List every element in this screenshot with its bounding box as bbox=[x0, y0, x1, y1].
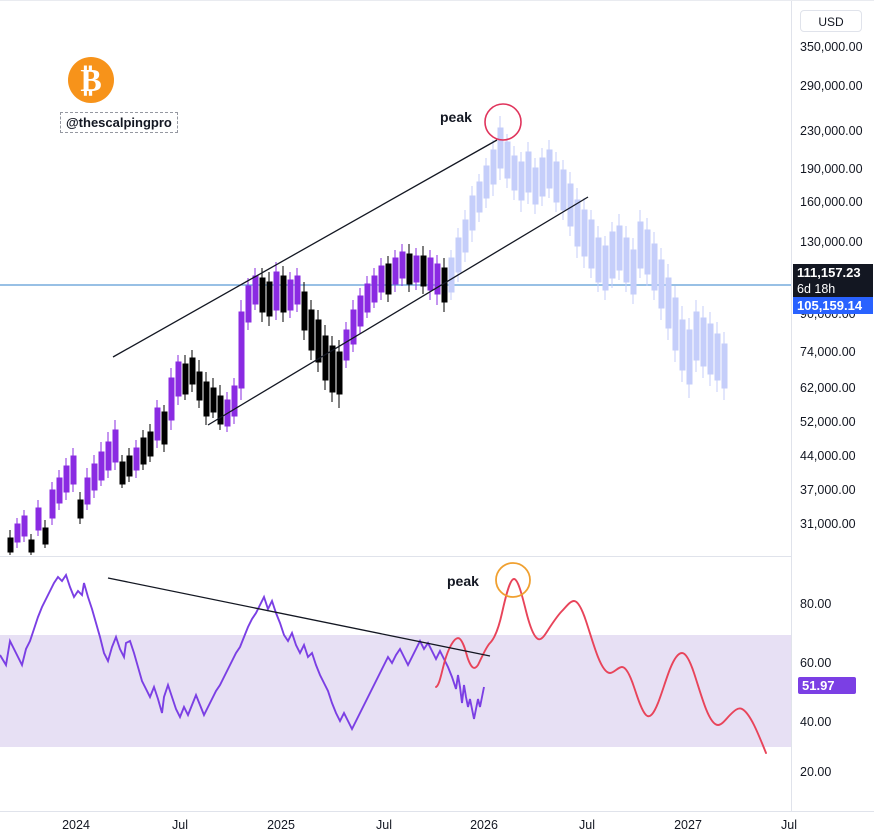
time-tick: 2027 bbox=[674, 818, 702, 832]
time-tick: Jul bbox=[172, 818, 188, 832]
bitcoin-symbol: ₿ bbox=[80, 62, 102, 98]
time-tick: Jul bbox=[781, 818, 797, 832]
time-tick: Jul bbox=[579, 818, 595, 832]
price-tick: 62,000.00 bbox=[800, 381, 856, 395]
currency-selector-button[interactable]: USD bbox=[800, 10, 862, 32]
rsi-band bbox=[0, 635, 792, 747]
rsi-tick: 20.00 bbox=[800, 765, 832, 779]
rsi-value-badge: 51.97 bbox=[798, 677, 856, 694]
time-tick: 2026 bbox=[470, 818, 498, 832]
last-price-badge: 111,157.23 bbox=[793, 264, 873, 281]
brand-watermark: ₿ @thescalpingpro bbox=[60, 57, 178, 133]
rsi-peak-circle-icon bbox=[495, 562, 531, 598]
time-tick: 2025 bbox=[267, 818, 295, 832]
price-tick: 44,000.00 bbox=[800, 449, 856, 463]
time-tick: 2024 bbox=[62, 818, 90, 832]
price-chart-svg bbox=[0, 103, 792, 555]
price-tick: 37,000.00 bbox=[800, 483, 856, 497]
price-tick: 31,000.00 bbox=[800, 517, 856, 531]
price-peak-label: peak bbox=[440, 109, 472, 125]
current-price-badge: 105,159.14 bbox=[793, 297, 873, 314]
rsi-chart-pane[interactable]: peak bbox=[0, 557, 792, 811]
price-tick: 160,000.00 bbox=[800, 195, 863, 209]
rsi-tick: 40.00 bbox=[800, 715, 832, 729]
price-tick: 230,000.00 bbox=[800, 124, 863, 138]
forecast-candles bbox=[448, 116, 728, 400]
price-tick: 350,000.00 bbox=[800, 40, 863, 54]
top-divider bbox=[0, 0, 874, 1]
rsi-tick: 60.00 bbox=[800, 656, 832, 670]
price-axis-gutter[interactable]: USD 350,000.00 290,000.00 230,000.00 190… bbox=[791, 0, 874, 811]
bitcoin-logo-icon: ₿ bbox=[68, 57, 114, 103]
price-tick: 130,000.00 bbox=[800, 235, 863, 249]
price-peak-circle-icon bbox=[484, 103, 522, 141]
rsi-chart-svg bbox=[0, 562, 792, 754]
time-tick: Jul bbox=[376, 818, 392, 832]
price-tick: 190,000.00 bbox=[800, 162, 863, 176]
historical-candles bbox=[7, 244, 448, 555]
rsi-tick: 80.00 bbox=[800, 597, 832, 611]
candle-countdown-badge: 6d 18h bbox=[793, 281, 873, 297]
pane-divider bbox=[0, 556, 792, 557]
author-handle: @thescalpingpro bbox=[60, 112, 178, 133]
trendline-upper bbox=[112, 139, 498, 358]
price-tick: 290,000.00 bbox=[800, 79, 863, 93]
price-chart-pane[interactable]: peak bbox=[0, 0, 792, 555]
price-tick: 74,000.00 bbox=[800, 345, 856, 359]
trendline-lower bbox=[207, 196, 589, 426]
rsi-historical-line bbox=[0, 572, 485, 732]
time-axis[interactable]: 2024 Jul 2025 Jul 2026 Jul 2027 Jul bbox=[0, 811, 874, 837]
price-tick: 52,000.00 bbox=[800, 415, 856, 429]
rsi-peak-label: peak bbox=[447, 573, 479, 589]
rsi-forecast-line bbox=[435, 578, 767, 754]
rsi-trendline bbox=[107, 577, 491, 657]
